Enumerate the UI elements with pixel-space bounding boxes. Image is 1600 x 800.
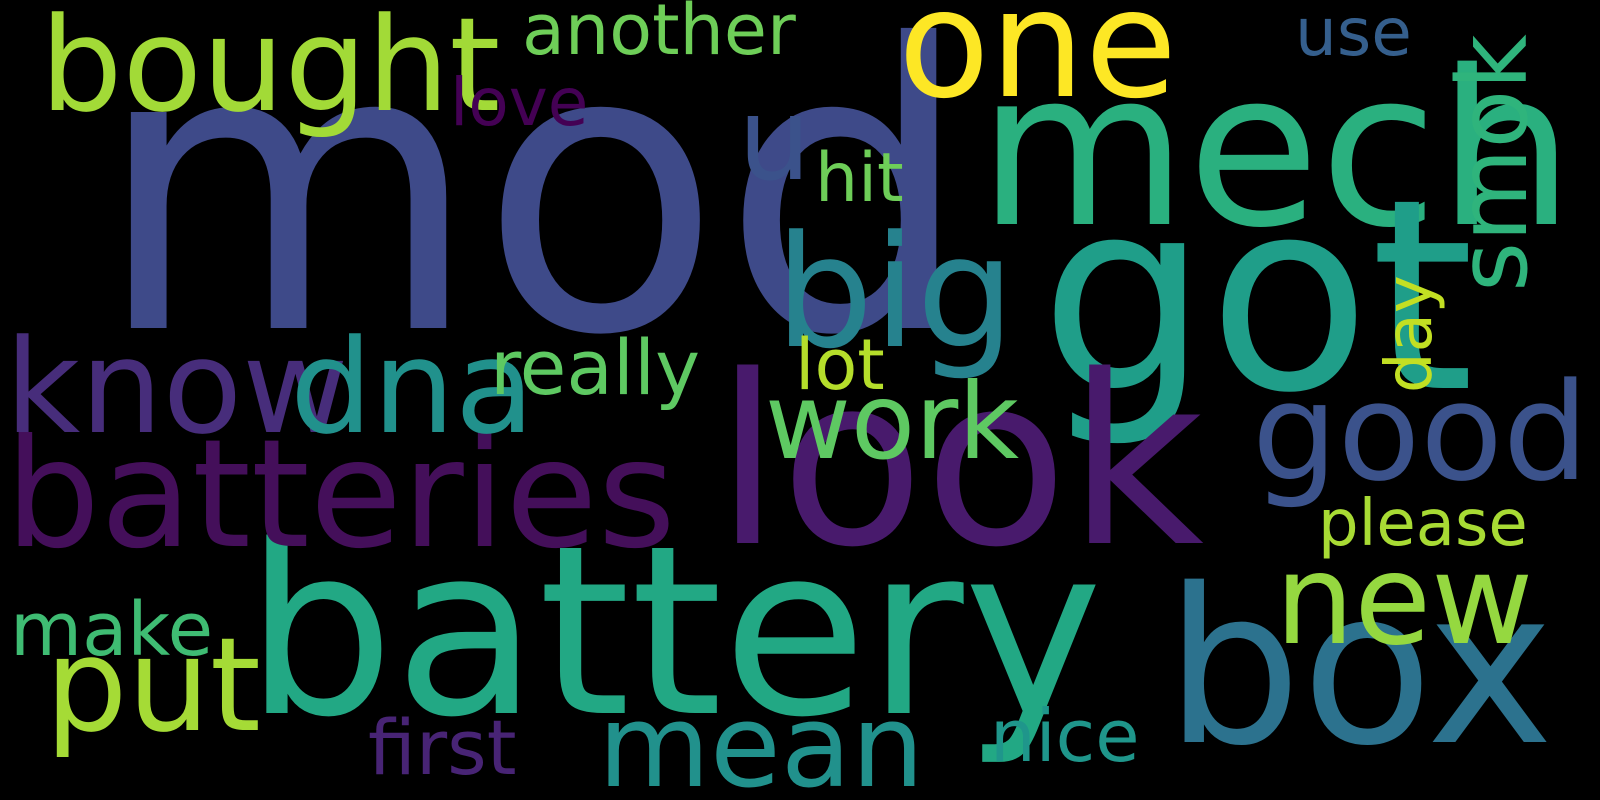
word-make: make [10, 587, 214, 673]
word-mean: mean [598, 680, 925, 800]
word-one: one [898, 0, 1178, 132]
word-hit: hit [815, 139, 904, 218]
word-really: really [490, 323, 701, 412]
word-another: another [522, 0, 796, 71]
word-nice: nice [990, 694, 1140, 778]
word-u: u [738, 73, 811, 207]
word-battery: battery [245, 496, 1103, 769]
word-look: look [715, 326, 1204, 599]
word-put: put [45, 609, 261, 761]
word-dna: dna [290, 311, 535, 463]
word-bought: bought [40, 0, 501, 141]
word-good: good [1252, 354, 1589, 511]
word-first: first [368, 703, 517, 792]
word-box: box [1165, 542, 1554, 793]
word-love: love [450, 64, 589, 141]
word-got: got [1040, 143, 1475, 451]
word-mech: mech [978, 24, 1575, 275]
word-batteries: batteries [5, 408, 676, 582]
word-know: know [5, 311, 349, 463]
word-big: big [775, 202, 1015, 383]
word-day: day [1373, 275, 1447, 393]
word-mod: mod [95, 0, 973, 422]
word-work: work [765, 361, 1020, 483]
word-smok: smok [1437, 34, 1549, 292]
word-please: please [1318, 487, 1528, 561]
word-lot: lot [795, 324, 885, 406]
word-new: new [1275, 528, 1534, 673]
word-use: use [1295, 0, 1412, 71]
